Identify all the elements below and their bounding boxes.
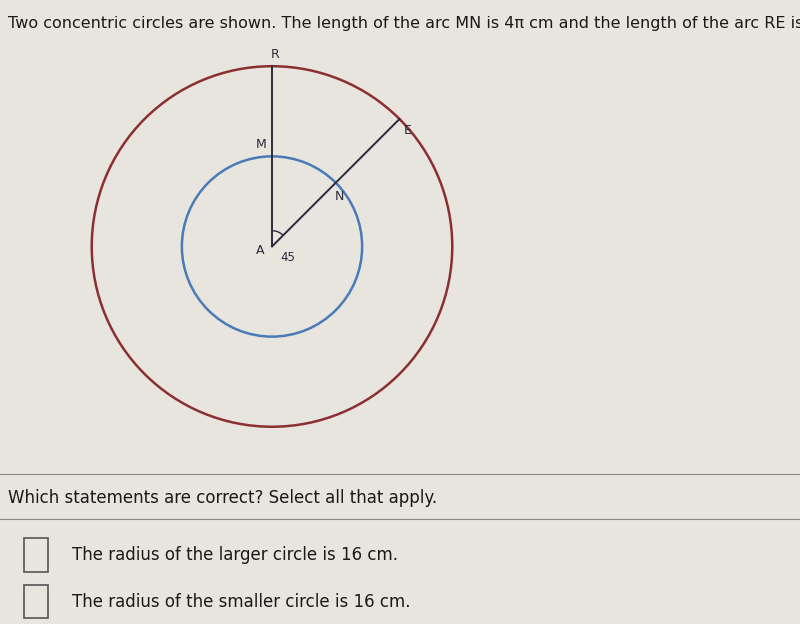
Bar [24,585,48,618]
Text: Two concentric circles are shown. The length of the arc MN is 4π cm and the leng: Two concentric circles are shown. The le… [8,16,800,31]
Text: The radius of the smaller circle is 16 cm.: The radius of the smaller circle is 16 c… [72,593,410,610]
Text: N: N [334,190,344,203]
Text: R: R [271,48,280,61]
Text: Which statements are correct? Select all that apply.: Which statements are correct? Select all… [8,489,437,507]
Text: 45: 45 [281,251,296,264]
Text: M: M [256,138,266,151]
Text: The radius of the larger circle is 16 cm.: The radius of the larger circle is 16 cm… [72,546,398,563]
Bar [24,538,48,572]
Text: E: E [404,124,412,137]
Text: A: A [256,245,265,258]
